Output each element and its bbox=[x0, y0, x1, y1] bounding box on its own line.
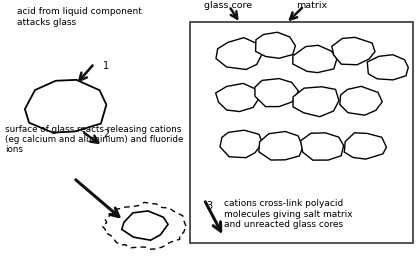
Text: 2: 2 bbox=[103, 129, 109, 139]
Polygon shape bbox=[344, 133, 387, 159]
Text: acid from liquid component
attacks glass: acid from liquid component attacks glass bbox=[18, 7, 142, 27]
Polygon shape bbox=[255, 32, 296, 58]
Text: surface of glass reacts releasing cations
(eg calcium and aluminium) and fluorid: surface of glass reacts releasing cation… bbox=[5, 125, 183, 154]
Polygon shape bbox=[293, 87, 339, 117]
Polygon shape bbox=[367, 55, 408, 80]
Polygon shape bbox=[216, 38, 263, 69]
Polygon shape bbox=[259, 132, 303, 160]
Bar bbox=[190, 22, 413, 243]
Polygon shape bbox=[25, 80, 106, 133]
Text: 3: 3 bbox=[206, 201, 213, 211]
Polygon shape bbox=[332, 37, 375, 65]
Polygon shape bbox=[301, 133, 344, 160]
Polygon shape bbox=[122, 211, 168, 240]
Polygon shape bbox=[216, 83, 259, 111]
Text: matrix: matrix bbox=[296, 1, 328, 10]
Polygon shape bbox=[340, 86, 382, 115]
Text: 1: 1 bbox=[103, 61, 109, 71]
Polygon shape bbox=[220, 130, 263, 158]
Polygon shape bbox=[255, 79, 298, 107]
Text: cations cross-link polyacid
molecules giving salt matrix
and unreacted glass cor: cations cross-link polyacid molecules gi… bbox=[224, 199, 352, 229]
Text: glass core: glass core bbox=[204, 1, 252, 10]
Polygon shape bbox=[293, 45, 337, 73]
